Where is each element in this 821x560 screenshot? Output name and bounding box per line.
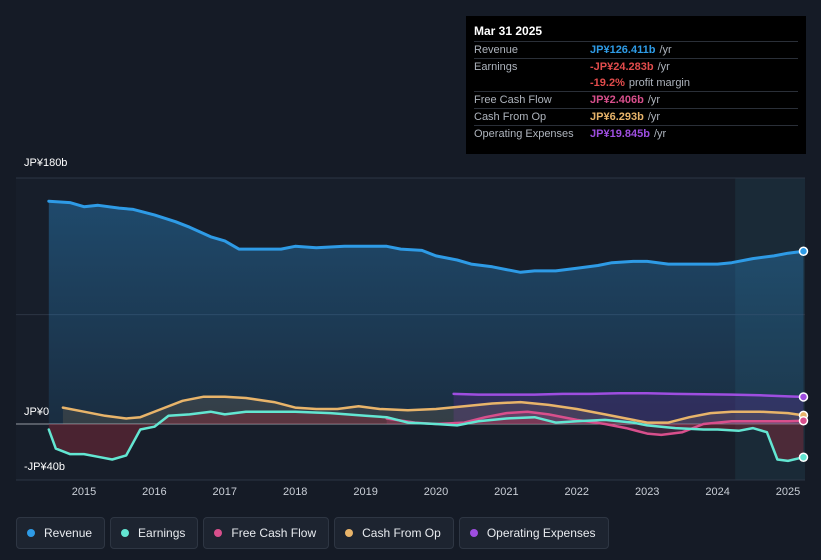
tooltip-row-earnings: Earnings -JP¥24.283b /yr bbox=[474, 58, 798, 75]
x-tick-label: 2023 bbox=[635, 486, 659, 498]
legend-label: Earnings bbox=[138, 526, 186, 540]
earnings-area bbox=[48, 411, 804, 461]
x-tick-label: 2018 bbox=[283, 486, 307, 498]
tooltip-label: Free Cash Flow bbox=[474, 94, 552, 106]
legend-item-free-cash-flow[interactable]: Free Cash Flow bbox=[203, 517, 330, 549]
legend: Revenue Earnings Free Cash Flow Cash Fro… bbox=[16, 517, 614, 549]
y-tick-label: -JP¥40b bbox=[24, 461, 65, 473]
tooltip-label: Cash From Op bbox=[474, 111, 547, 123]
legend-dot-icon bbox=[469, 529, 478, 537]
legend-label: Free Cash Flow bbox=[231, 526, 317, 540]
legend-item-earnings[interactable]: Earnings bbox=[110, 517, 199, 549]
tooltip-row-revenue: Revenue JP¥126.411b /yr bbox=[474, 41, 798, 58]
chart-plot: JP¥180b JP¥0 -JP¥40b 2015 2016 2017 2018 2019 20… bbox=[16, 157, 809, 498]
x-tick-label: 2015 bbox=[72, 486, 96, 498]
x-tick-label: 2020 bbox=[424, 486, 448, 498]
revenue-endpoint bbox=[798, 246, 809, 257]
free-cash-flow-endpoint bbox=[798, 415, 809, 426]
tooltip-unit: /yr bbox=[659, 44, 672, 56]
x-tick-label: 2022 bbox=[565, 486, 589, 498]
tooltip-row-cash-from-op: Cash From Op JP¥6.293b /yr bbox=[474, 108, 798, 125]
tooltip-label: Operating Expenses bbox=[474, 128, 574, 140]
operating-expenses-endpoint bbox=[798, 392, 809, 402]
legend-dot-icon bbox=[121, 529, 130, 537]
tooltip-panel: Mar 31 2025 Revenue JP¥126.411b /yr Earn… bbox=[466, 16, 806, 154]
tooltip-unit: /yr bbox=[653, 128, 667, 140]
earnings-endpoint bbox=[798, 452, 809, 462]
legend-label: Cash From Op bbox=[362, 526, 441, 540]
x-tick-label: 2021 bbox=[494, 486, 518, 498]
y-tick-label: JP¥180b bbox=[24, 157, 67, 169]
x-tick-label: 2016 bbox=[142, 486, 166, 498]
operating-expenses-area bbox=[453, 393, 804, 424]
tooltip-row-operating-expenses: Operating Expenses JP¥19.845b /yr bbox=[474, 125, 798, 142]
legend-item-operating-expenses[interactable]: Operating Expenses bbox=[458, 517, 609, 549]
legend-dot-icon bbox=[345, 529, 354, 537]
tooltip-unit: /yr bbox=[657, 61, 670, 73]
tooltip-unit: /yr bbox=[647, 94, 661, 106]
legend-item-revenue[interactable]: Revenue bbox=[16, 517, 106, 549]
tooltip-value: JP¥126.411b bbox=[590, 44, 656, 56]
tooltip-date: Mar 31 2025 bbox=[474, 24, 543, 38]
legend-label: Operating Expenses bbox=[486, 526, 596, 540]
cash-from-op-line bbox=[61, 395, 805, 424]
x-tick-label: 2017 bbox=[213, 486, 237, 498]
tooltip-value: -JP¥24.283b bbox=[590, 61, 654, 73]
tooltip-row-profit-margin: -19.2% profit margin bbox=[474, 75, 798, 91]
tooltip-value: JP¥2.406b bbox=[590, 94, 644, 106]
earnings-line bbox=[47, 410, 805, 463]
tooltip-label: Earnings bbox=[474, 61, 518, 73]
y-tick-label: JP¥0 bbox=[24, 406, 49, 418]
x-tick-label: 2025 bbox=[776, 486, 800, 498]
tooltip-row-free-cash-flow: Free Cash Flow JP¥2.406b /yr bbox=[474, 91, 798, 108]
tooltip-value: -19.2% bbox=[590, 77, 625, 89]
legend-dot-icon bbox=[27, 529, 35, 537]
revenue-line bbox=[47, 199, 805, 274]
tooltip-unit: profit margin bbox=[628, 77, 690, 89]
tooltip-unit: /yr bbox=[647, 111, 661, 123]
tooltip-label: Revenue bbox=[474, 44, 519, 56]
operating-expenses-line bbox=[452, 392, 805, 399]
tooltip-value: JP¥19.845b bbox=[590, 128, 650, 140]
revenue-area bbox=[48, 201, 804, 424]
legend-label: Revenue bbox=[44, 526, 93, 540]
x-tick-label: 2019 bbox=[353, 486, 377, 498]
legend-dot-icon bbox=[214, 529, 223, 537]
free-cash-flow-line bbox=[385, 410, 805, 437]
tooltip-value: JP¥6.293b bbox=[590, 111, 644, 123]
x-tick-label: 2024 bbox=[705, 486, 729, 498]
legend-item-cash-from-op[interactable]: Cash From Op bbox=[334, 517, 454, 549]
